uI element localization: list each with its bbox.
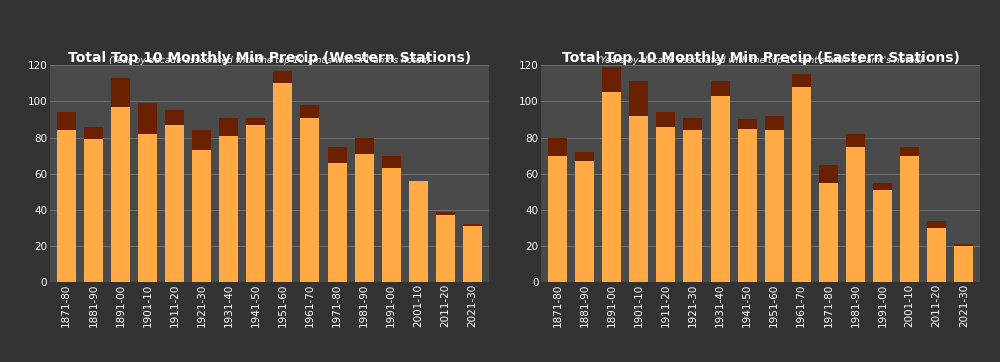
Bar [683, 130, 702, 282]
Bar [575, 152, 594, 161]
Bar [382, 156, 401, 168]
Bar [273, 83, 292, 282]
Bar [246, 125, 265, 282]
Bar [436, 215, 455, 282]
Bar [192, 130, 211, 150]
Bar [84, 127, 103, 139]
Bar [219, 136, 238, 282]
Bar [111, 107, 130, 282]
Text: (Years by decade associated with the top 10 amt's with #1 amt's noted): (Years by decade associated with the top… [597, 56, 924, 65]
Bar [819, 165, 838, 183]
Bar [900, 147, 919, 156]
Bar [656, 112, 675, 127]
Bar [765, 116, 784, 130]
Bar [629, 81, 648, 116]
Bar [792, 74, 811, 87]
Bar [246, 118, 265, 125]
Bar [328, 163, 347, 282]
Bar [819, 183, 838, 282]
Bar [548, 138, 567, 156]
Bar [57, 112, 76, 130]
Bar [927, 221, 946, 228]
Text: (Year by decade associated with the top 10 amt's with #1 amt's noted): (Year by decade associated with the top … [109, 56, 430, 65]
Bar [138, 103, 157, 134]
Bar [382, 168, 401, 282]
Bar [84, 139, 103, 282]
Bar [846, 147, 865, 282]
Bar [219, 118, 238, 136]
Bar [711, 96, 730, 282]
Bar [463, 224, 482, 226]
Bar [300, 105, 319, 118]
Bar [355, 154, 374, 282]
Bar [629, 116, 648, 282]
Title: Total Top 10 Monthly Min Precip (Eastern Stations): Total Top 10 Monthly Min Precip (Eastern… [562, 51, 960, 65]
Bar [165, 125, 184, 282]
Bar [792, 87, 811, 282]
Bar [300, 118, 319, 282]
Bar [436, 212, 455, 215]
Bar [409, 181, 428, 282]
Bar [328, 147, 347, 163]
Bar [138, 134, 157, 282]
Bar [463, 226, 482, 282]
Bar [738, 129, 757, 282]
Bar [846, 134, 865, 147]
Bar [602, 67, 621, 92]
Bar [602, 92, 621, 282]
Bar [683, 118, 702, 130]
Bar [873, 190, 892, 282]
Bar [927, 228, 946, 282]
Bar [165, 110, 184, 125]
Title: Total Top 10 Monthly Min Precip (Western Stations): Total Top 10 Monthly Min Precip (Western… [68, 51, 471, 65]
Bar [738, 119, 757, 129]
Bar [711, 81, 730, 96]
Bar [656, 127, 675, 282]
Bar [954, 246, 973, 282]
Bar [575, 161, 594, 282]
Bar [192, 150, 211, 282]
Bar [111, 78, 130, 107]
Bar [900, 156, 919, 282]
Bar [355, 138, 374, 154]
Bar [765, 130, 784, 282]
Bar [954, 244, 973, 246]
Bar [57, 130, 76, 282]
Bar [873, 183, 892, 190]
Bar [548, 156, 567, 282]
Bar [273, 71, 292, 83]
